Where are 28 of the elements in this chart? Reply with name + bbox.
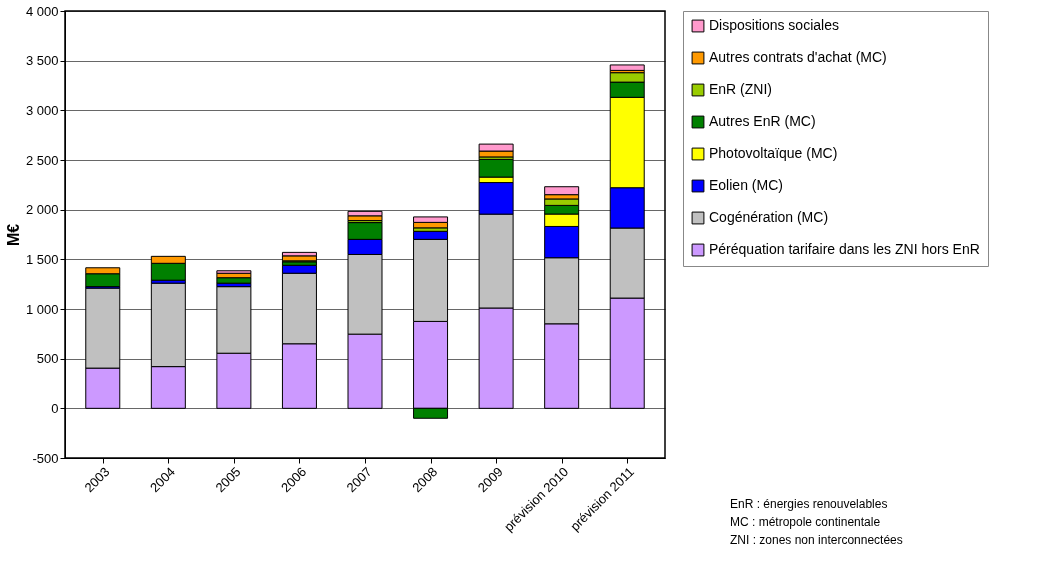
text: ZNI : zones non interconnectées xyxy=(730,533,903,547)
y-tick-label: 3 000 xyxy=(25,102,59,118)
y-tick-label: 4 000 xyxy=(25,3,59,19)
legend-label: EnR (ZNI) xyxy=(709,81,772,97)
legend-label: Cogénération (MC) xyxy=(709,209,829,225)
bar xyxy=(281,251,317,257)
bar xyxy=(347,215,383,222)
y-tick-label: 3 500 xyxy=(25,53,59,69)
y-tick-label: -500 xyxy=(32,450,59,466)
bar xyxy=(544,186,580,196)
y-tick-label: 500 xyxy=(36,351,59,367)
legend-label: Dispositions sociales xyxy=(709,17,839,33)
text: MC : métropole continentale xyxy=(730,515,881,529)
y-tick-label: 2 500 xyxy=(25,152,59,168)
y-axis-title: M€ xyxy=(4,223,22,247)
y-tick-label: 1 500 xyxy=(25,251,59,267)
y-tick-label: 2 000 xyxy=(25,202,59,218)
text: EnR : énergies renouvelables xyxy=(730,497,888,511)
bar xyxy=(609,64,645,71)
bar xyxy=(216,277,252,284)
y-tick-label: 0 xyxy=(51,400,59,416)
legend-label: Autres contrats d'achat (MC) xyxy=(709,49,887,65)
legend-label: Photovoltaïque (MC) xyxy=(709,145,838,161)
y-tick-label: 1 000 xyxy=(25,301,59,317)
legend-label: Péréquation tarifaire dans les ZNI hors EnR xyxy=(709,241,980,257)
legend-label: Autres EnR (MC) xyxy=(709,113,816,129)
legend-label: Eolien (MC) xyxy=(709,177,783,193)
bar xyxy=(216,270,252,274)
